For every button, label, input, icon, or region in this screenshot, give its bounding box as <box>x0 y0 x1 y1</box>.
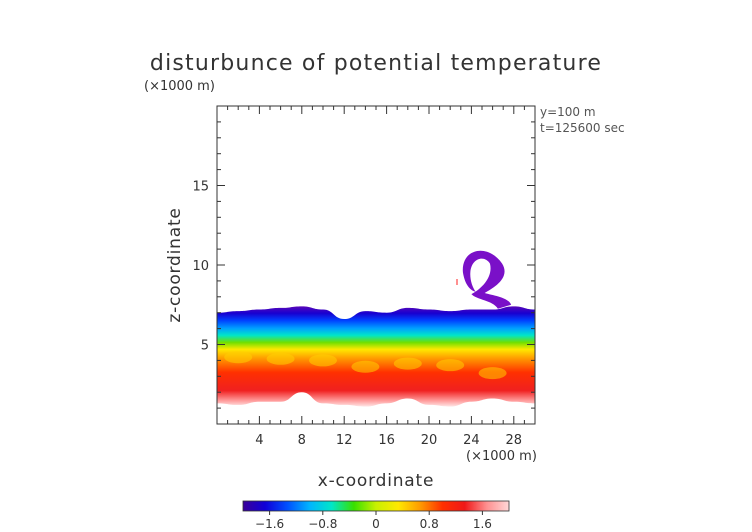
x-tick-label: 8 <box>298 433 306 448</box>
y-tick-label: 5 <box>201 339 209 354</box>
annotation-t: t=125600 sec <box>540 121 625 135</box>
colorbar-tick-label: −0.8 <box>308 517 337 531</box>
x-axis: 4 8 12 16 20 24 28 <box>227 106 525 448</box>
x-tick-label: 24 <box>463 433 480 448</box>
x-tick-label: 16 <box>378 433 395 448</box>
colorbar-tick-label: 0.8 <box>420 517 439 531</box>
x-unit-label: (×1000 m) <box>466 449 537 464</box>
y-tick-label: 15 <box>192 180 209 195</box>
colorbar <box>242 500 510 512</box>
warm-core <box>224 351 253 364</box>
x-tick-label: 12 <box>336 433 353 448</box>
field-layer <box>217 250 535 407</box>
x-tick-label: 28 <box>506 433 523 448</box>
warm-cores <box>224 351 507 380</box>
annotation-y: y=100 m <box>540 105 596 119</box>
colorbar-ticks: −1.6 −0.8 0 0.8 1.6 <box>255 511 492 531</box>
unit-label: (×1000 m) <box>144 79 215 94</box>
y-axis: 5 10 15 <box>192 121 535 409</box>
x-tick-label: 20 <box>421 433 438 448</box>
warm-core <box>309 354 337 367</box>
colorbar-tick-label: −1.6 <box>255 517 284 531</box>
warm-core <box>436 359 465 372</box>
plume-shape <box>462 250 512 309</box>
y-tick-label: 10 <box>192 259 209 274</box>
warm-core <box>478 367 507 380</box>
x-tick-label: 4 <box>255 433 263 448</box>
colorbar-tick-label: 0 <box>372 517 380 531</box>
colorbar-tick-label: 1.6 <box>473 517 492 531</box>
y-axis-label: z-coordinate <box>165 207 185 322</box>
chart-title: disturbunce of potential temperature <box>150 51 602 76</box>
x-axis-label: x-coordinate <box>318 471 434 491</box>
warm-core <box>351 360 380 373</box>
warm-core <box>393 357 422 370</box>
temperature-field <box>217 306 535 407</box>
warm-core <box>266 352 295 365</box>
